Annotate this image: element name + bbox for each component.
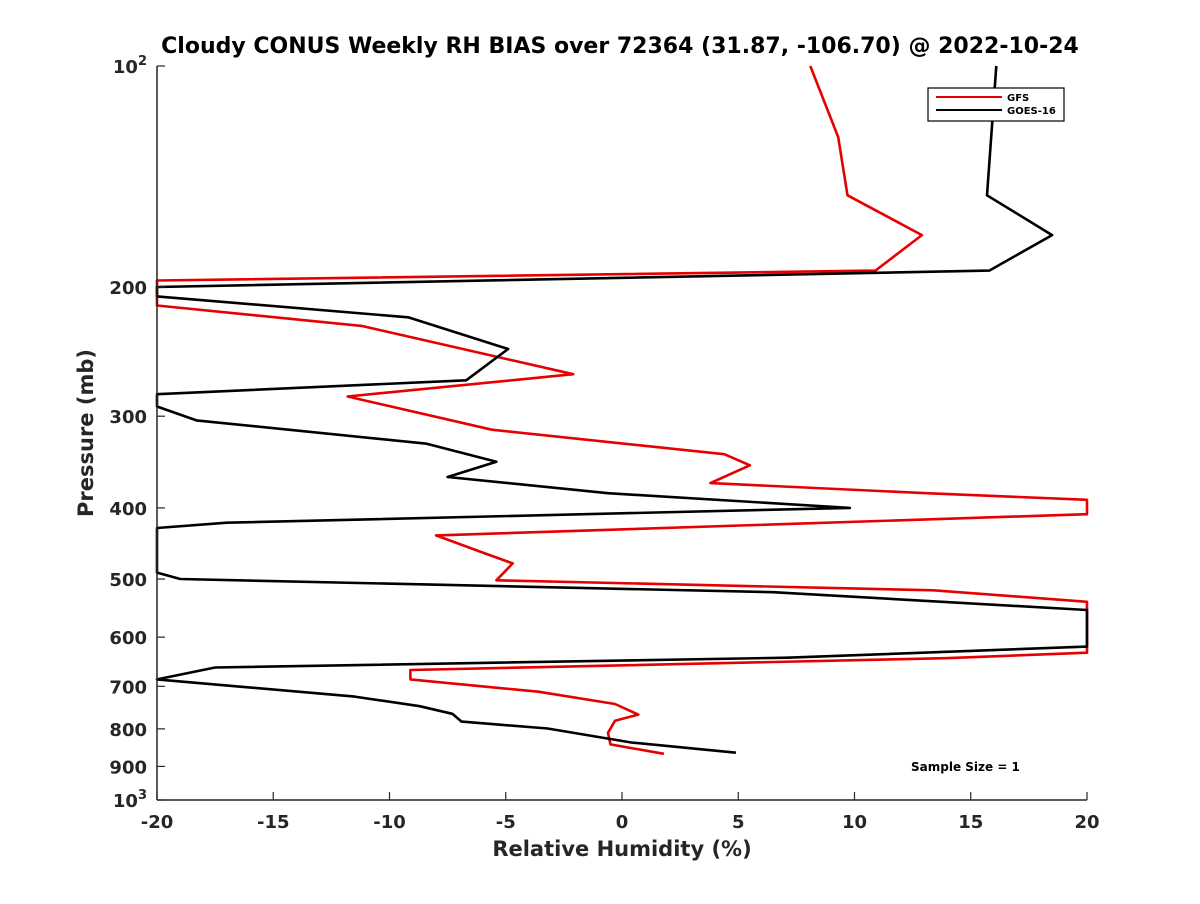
y-tick-label: 102 — [113, 54, 147, 78]
y-tick-label: 103 — [113, 788, 147, 812]
x-tick-label: 5 — [732, 812, 745, 833]
y-tick-label: 700 — [109, 677, 147, 698]
x-tick-label: -15 — [257, 812, 290, 833]
x-tick-label: -10 — [373, 812, 406, 833]
series-line-goes16 — [155, 65, 1089, 754]
y-tick-label: 900 — [109, 757, 147, 778]
y-axis-ticks: 102 200 300 400 500 600 700 800 900 103 — [109, 54, 165, 812]
legend-box — [927, 87, 1065, 122]
y-axis-label: Pressure (mb) — [74, 349, 98, 517]
x-axis-ticks: -20 -15 -10 -5 0 5 10 15 20 — [141, 792, 1100, 833]
x-tick-label: 0 — [616, 812, 629, 833]
y-tick-label: 400 — [109, 499, 147, 520]
chart-title: Cloudy CONUS Weekly RH BIAS over 72364 (… — [161, 34, 1079, 59]
legend: GFS GOES-16 — [927, 87, 1065, 122]
legend-label-gfs: GFS — [1007, 93, 1029, 104]
y-tick-label: 800 — [109, 720, 147, 741]
y-tick-label: 600 — [109, 628, 147, 649]
x-tick-label: 15 — [958, 812, 983, 833]
x-tick-label: -5 — [496, 812, 516, 833]
x-tick-label: -20 — [141, 812, 174, 833]
plot-area: -20 -15 -10 -5 0 5 10 15 20 102 200 300 400 500 600 70… — [109, 54, 1099, 833]
y-tick-label: 200 — [109, 278, 147, 299]
plot-background — [157, 66, 1087, 800]
y-tick-label: 500 — [109, 570, 147, 591]
x-tick-label: 10 — [842, 812, 867, 833]
x-axis-label: Relative Humidity (%) — [492, 837, 751, 861]
y-tick-label: 300 — [109, 407, 147, 428]
sample-size-annotation: Sample Size = 1 — [911, 760, 1020, 774]
x-tick-label: 20 — [1074, 812, 1099, 833]
legend-label-goes16: GOES-16 — [1007, 106, 1056, 117]
